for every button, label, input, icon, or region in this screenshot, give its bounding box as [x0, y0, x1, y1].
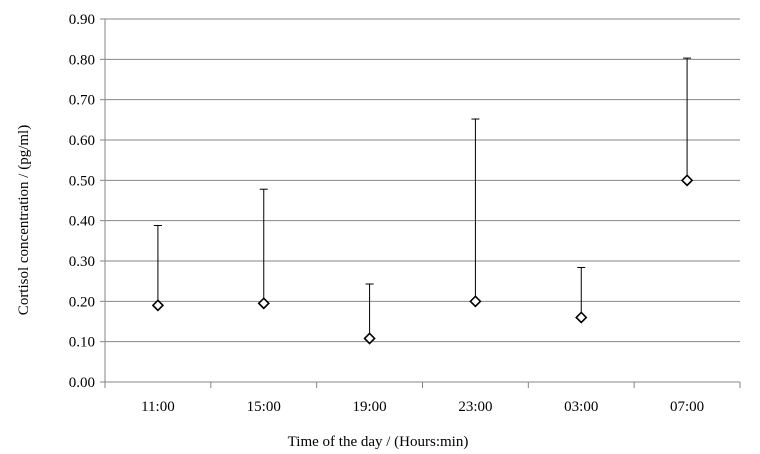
y-tick-labels: 0.00 0.10 0.20 0.30 0.40 0.50 0.60 0.70 0.80 0.90 [69, 12, 95, 391]
y-tick-label: 0.20 [69, 294, 95, 310]
data-point [469, 295, 482, 308]
x-tick-label: 07:00 [670, 399, 704, 415]
y-tick-label: 0.50 [69, 173, 95, 189]
data-points [151, 174, 694, 345]
data-point [257, 297, 270, 310]
data-point [575, 311, 588, 324]
axes [100, 18, 741, 388]
y-tick-label: 0.90 [69, 12, 95, 28]
x-tick-label: 03:00 [564, 399, 598, 415]
x-tick-labels: 11:00 15:00 19:00 23:00 03:00 07:00 [141, 399, 704, 415]
y-tick-label: 0.80 [69, 52, 95, 68]
y-tick-label: 0.30 [69, 254, 95, 270]
y-tick-label: 0.10 [69, 335, 95, 351]
data-point [151, 299, 165, 312]
data-point [363, 332, 376, 345]
x-tick-label: 11:00 [141, 399, 175, 415]
x-tick-label: 19:00 [352, 399, 386, 415]
y-tick-label: 0.70 [69, 93, 95, 109]
x-tick-label: 23:00 [458, 399, 492, 415]
y-tick-label: 0.40 [69, 214, 95, 230]
grid-lines [105, 18, 740, 343]
x-axis-label: Time of the day / (Hours:min) [288, 434, 469, 450]
y-tick-label: 0.00 [69, 375, 95, 391]
y-axis-label: Cortisol concentration / (pg/ml) [16, 125, 32, 315]
x-tick-label: 15:00 [247, 399, 281, 415]
error-bars [153, 57, 692, 339]
y-tick-label: 0.60 [69, 133, 95, 149]
data-point [680, 174, 694, 187]
